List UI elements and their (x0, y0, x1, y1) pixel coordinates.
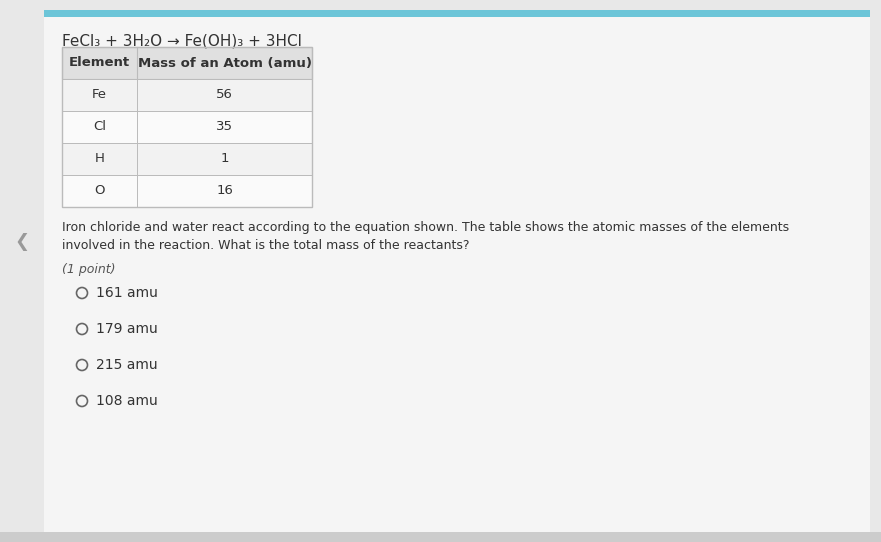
Text: (1 point): (1 point) (62, 263, 115, 276)
Text: 179 amu: 179 amu (96, 322, 158, 336)
Text: 1: 1 (220, 152, 229, 165)
Text: 16: 16 (216, 184, 233, 197)
Bar (62, 47, 312, 79)
Text: Mass of an Atom (amu): Mass of an Atom (amu) (137, 56, 312, 69)
Bar (62, 175, 312, 207)
Bar (62, 111, 312, 143)
Text: 35: 35 (216, 120, 233, 133)
Text: Element: Element (69, 56, 130, 69)
Bar (62, 79, 312, 111)
Text: Fe: Fe (92, 88, 107, 101)
Text: 56: 56 (216, 88, 233, 101)
Text: 108 amu: 108 amu (96, 394, 158, 408)
Bar (62, 143, 312, 175)
Text: O: O (94, 184, 105, 197)
Text: ❮: ❮ (14, 233, 30, 251)
Bar (62, 47, 312, 207)
Bar (0, 532, 881, 542)
Text: FeCl₃ + 3H₂O → Fe(OH)₃ + 3HCl: FeCl₃ + 3H₂O → Fe(OH)₃ + 3HCl (62, 33, 302, 48)
Text: H: H (94, 152, 105, 165)
Text: 161 amu: 161 amu (96, 286, 158, 300)
Text: Iron chloride and water react according to the equation shown. The table shows t: Iron chloride and water react according … (62, 221, 789, 252)
Bar (44, 10, 870, 17)
Text: Cl: Cl (93, 120, 106, 133)
Text: 215 amu: 215 amu (96, 358, 158, 372)
